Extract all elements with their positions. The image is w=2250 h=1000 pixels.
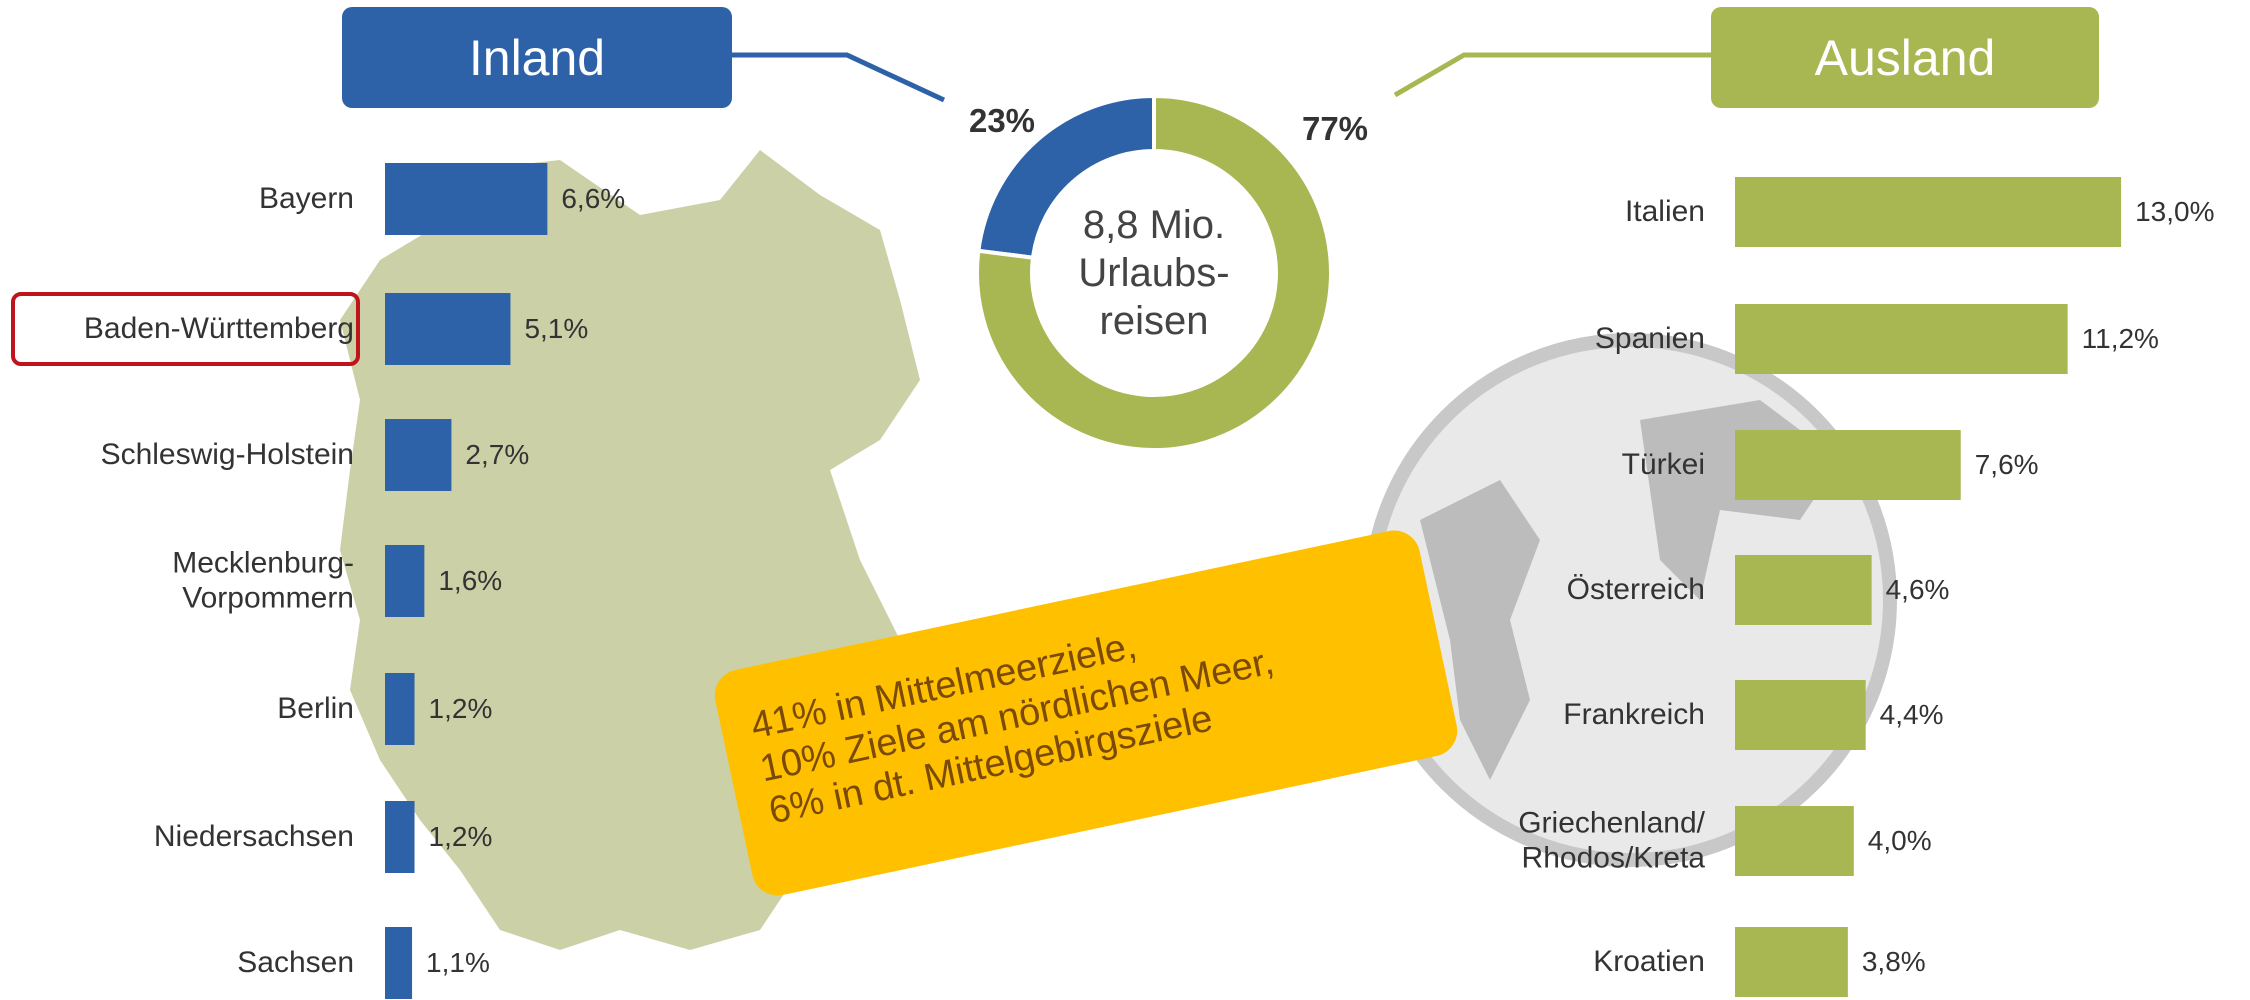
value-label: 1,1% xyxy=(426,946,490,978)
category-label: Griechenland/ Rhodos/Kreta xyxy=(1518,806,1705,875)
value-label: 3,8% xyxy=(1861,945,1926,977)
bar xyxy=(1735,555,1872,625)
value-label: 7,6% xyxy=(1974,448,2039,480)
panel-title: Inland xyxy=(342,7,732,108)
bar xyxy=(1735,177,2122,247)
category-label: Mecklenburg- Vorpommern xyxy=(172,546,354,615)
value-label: 4,6% xyxy=(1885,573,1950,605)
category-label: Schleswig-Holstein xyxy=(100,437,354,471)
category-label: Österreich xyxy=(1566,572,1705,606)
category-label: Bayern xyxy=(258,181,354,215)
value-label: 13,0% xyxy=(2135,195,2215,227)
value-label: 2,7% xyxy=(465,438,530,470)
value-label: 6,6% xyxy=(561,182,626,214)
bar xyxy=(385,419,452,491)
bar xyxy=(385,545,425,617)
category-label: Frankreich xyxy=(1563,697,1705,731)
highlight-box xyxy=(11,292,360,366)
category-label: Spanien xyxy=(1594,321,1705,355)
connector-ausland xyxy=(1393,52,1711,98)
panel-title: Ausland xyxy=(1711,7,2099,108)
category-label: Niedersachsen xyxy=(153,819,354,853)
bar xyxy=(1735,430,1961,500)
category-label: Berlin xyxy=(277,691,354,725)
bar xyxy=(1735,680,1866,750)
bar xyxy=(1735,806,1854,876)
value-label: 1,2% xyxy=(428,692,493,724)
category-label: Türkei xyxy=(1621,447,1705,481)
value-label: 5,1% xyxy=(524,312,589,344)
value-label: 11,2% xyxy=(2081,322,2159,354)
value-label: 23% xyxy=(968,102,1036,140)
bar xyxy=(385,163,548,235)
category-label: Kroatien xyxy=(1593,944,1705,978)
donut-segment xyxy=(975,93,1333,452)
bar xyxy=(385,293,511,365)
bar xyxy=(1735,927,1848,997)
category-label: Sachsen xyxy=(237,945,354,979)
value-label: 4,4% xyxy=(1879,698,1944,730)
value-label: 77% xyxy=(1301,110,1369,148)
connector-inland xyxy=(732,52,946,103)
bar xyxy=(385,673,415,745)
bar xyxy=(385,801,415,873)
value-label: 1,2% xyxy=(428,820,493,852)
bar xyxy=(385,927,413,999)
category-label: Italien xyxy=(1624,194,1705,228)
bar xyxy=(1735,304,2068,374)
category-label: Baden-Württemberg xyxy=(83,311,354,345)
donut-center-text: 8,8 Mio. Urlaubs- reisen xyxy=(1078,203,1230,343)
value-label: 4,0% xyxy=(1867,824,1932,856)
value-label: 1,6% xyxy=(438,564,503,596)
